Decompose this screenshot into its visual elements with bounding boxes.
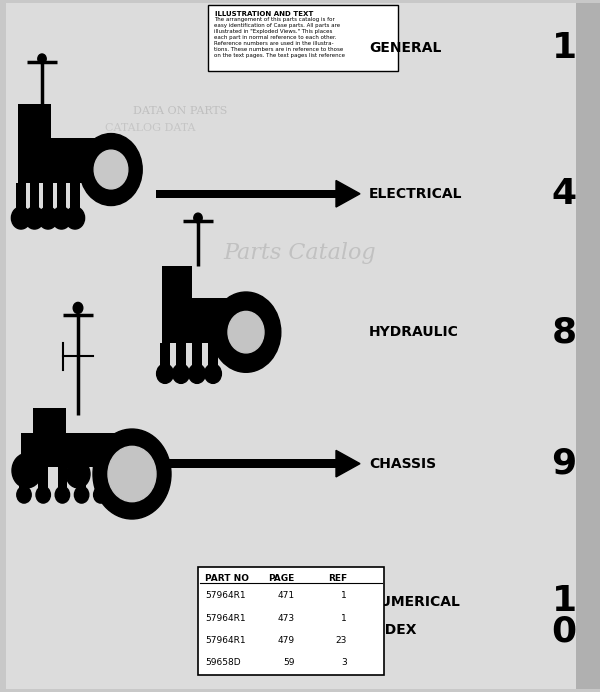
Circle shape: [173, 364, 190, 383]
Circle shape: [36, 486, 50, 503]
Text: GENERAL: GENERAL: [369, 42, 442, 55]
Text: 8: 8: [551, 315, 577, 349]
Circle shape: [74, 486, 89, 503]
Circle shape: [94, 150, 128, 189]
Text: The arrangement of this parts catalog is for
easy identification of Case parts. : The arrangement of this parts catalog is…: [214, 17, 344, 58]
Text: PART NO: PART NO: [205, 574, 249, 583]
Text: 9: 9: [551, 446, 577, 481]
Circle shape: [38, 54, 46, 64]
Circle shape: [94, 486, 108, 503]
Text: 1: 1: [551, 31, 577, 66]
Text: 57964R1: 57964R1: [205, 614, 246, 623]
FancyBboxPatch shape: [240, 301, 255, 329]
Text: HYDRAULIC: HYDRAULIC: [369, 325, 459, 339]
Text: 57964R1: 57964R1: [205, 636, 246, 645]
FancyBboxPatch shape: [18, 104, 51, 138]
Text: 471: 471: [278, 592, 295, 601]
Circle shape: [55, 486, 70, 503]
Text: 23: 23: [335, 636, 347, 645]
FancyBboxPatch shape: [6, 3, 579, 689]
FancyBboxPatch shape: [19, 467, 29, 488]
Text: INDEX: INDEX: [369, 623, 418, 637]
Circle shape: [188, 364, 205, 383]
Circle shape: [194, 213, 202, 223]
FancyBboxPatch shape: [191, 343, 202, 367]
FancyBboxPatch shape: [16, 183, 26, 211]
FancyBboxPatch shape: [43, 183, 53, 211]
FancyBboxPatch shape: [96, 467, 106, 488]
FancyBboxPatch shape: [162, 298, 249, 343]
FancyBboxPatch shape: [115, 467, 125, 488]
Circle shape: [228, 311, 264, 353]
Text: Parts Catalog: Parts Catalog: [224, 242, 376, 264]
FancyBboxPatch shape: [57, 183, 66, 211]
FancyBboxPatch shape: [33, 408, 66, 436]
FancyBboxPatch shape: [208, 343, 218, 367]
Circle shape: [205, 364, 221, 383]
Circle shape: [52, 207, 71, 229]
Text: ELECTRICAL: ELECTRICAL: [369, 187, 463, 201]
FancyBboxPatch shape: [18, 138, 108, 183]
FancyBboxPatch shape: [77, 467, 86, 488]
Circle shape: [38, 207, 58, 229]
Text: REF: REF: [328, 574, 347, 583]
Polygon shape: [336, 450, 360, 477]
Text: PAGE: PAGE: [268, 574, 295, 583]
FancyBboxPatch shape: [576, 3, 600, 689]
FancyBboxPatch shape: [70, 183, 80, 211]
Text: 57964R1: 57964R1: [205, 592, 246, 601]
Text: 479: 479: [278, 636, 295, 645]
FancyBboxPatch shape: [58, 467, 67, 488]
Circle shape: [157, 364, 173, 383]
FancyBboxPatch shape: [111, 142, 123, 166]
FancyBboxPatch shape: [21, 432, 135, 467]
FancyBboxPatch shape: [208, 5, 398, 71]
FancyBboxPatch shape: [160, 343, 170, 367]
FancyBboxPatch shape: [156, 459, 336, 468]
Text: ILLUSTRATION AND TEXT: ILLUSTRATION AND TEXT: [215, 11, 313, 17]
Text: CATALOG DATA: CATALOG DATA: [105, 123, 195, 133]
Text: 473: 473: [278, 614, 295, 623]
FancyBboxPatch shape: [29, 183, 39, 211]
Circle shape: [11, 207, 31, 229]
Text: 1: 1: [341, 592, 347, 601]
FancyBboxPatch shape: [198, 567, 384, 675]
FancyBboxPatch shape: [176, 343, 187, 367]
Text: 4: 4: [551, 176, 577, 211]
FancyBboxPatch shape: [162, 266, 192, 298]
Text: 1: 1: [551, 583, 577, 618]
Text: 59658D: 59658D: [205, 658, 241, 667]
Circle shape: [211, 292, 281, 372]
Circle shape: [80, 134, 142, 206]
FancyBboxPatch shape: [38, 467, 48, 488]
Circle shape: [93, 429, 171, 519]
Circle shape: [25, 207, 44, 229]
Circle shape: [65, 207, 85, 229]
Text: 0: 0: [551, 614, 577, 648]
Circle shape: [108, 446, 156, 502]
Text: NUMERICAL: NUMERICAL: [369, 595, 461, 609]
Circle shape: [12, 453, 42, 488]
Text: DATA ON PARTS: DATA ON PARTS: [133, 106, 227, 116]
Text: 3: 3: [341, 658, 347, 667]
Text: 1: 1: [341, 614, 347, 623]
Circle shape: [73, 302, 83, 313]
Circle shape: [17, 486, 31, 503]
Polygon shape: [336, 181, 360, 207]
FancyBboxPatch shape: [156, 190, 336, 198]
Text: CHASSIS: CHASSIS: [369, 457, 436, 471]
Circle shape: [113, 486, 127, 503]
Text: 59: 59: [283, 658, 295, 667]
Circle shape: [66, 460, 90, 488]
